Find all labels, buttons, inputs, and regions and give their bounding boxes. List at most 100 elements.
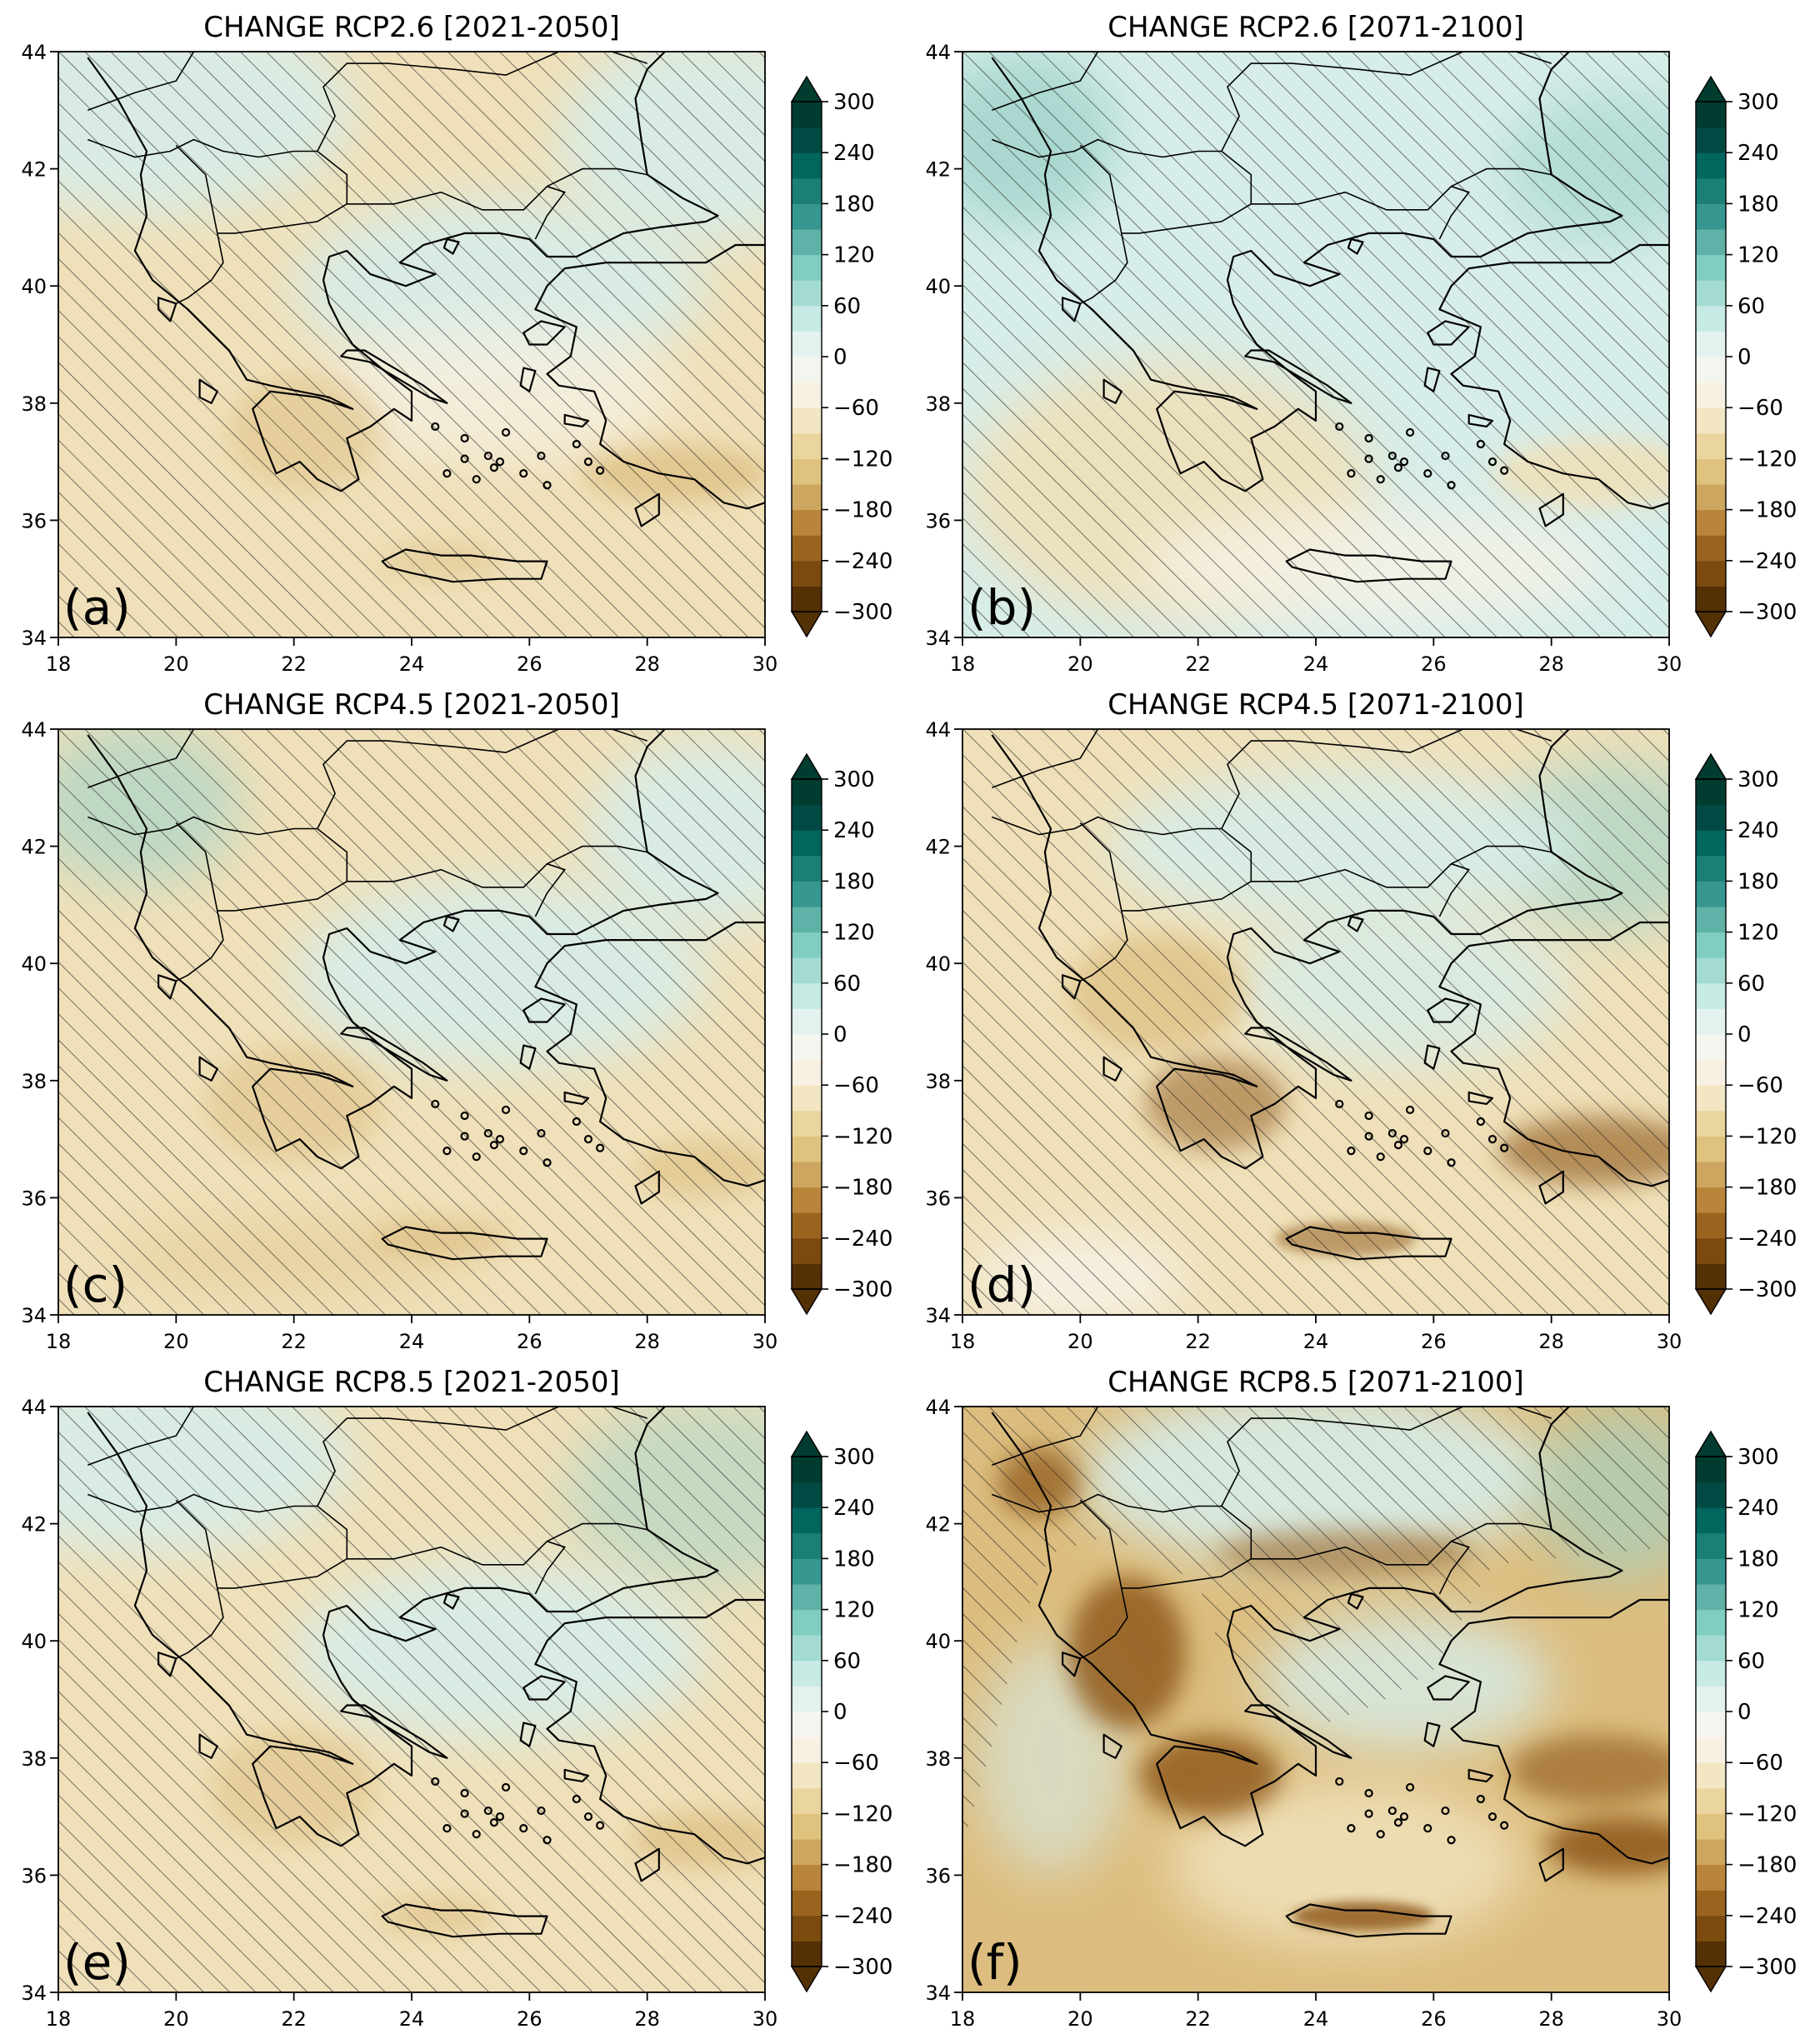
coastlines	[991, 52, 1669, 583]
y-tick-label: 38	[925, 392, 951, 416]
colorbar-segment	[1696, 932, 1726, 958]
colorbar-segment	[792, 560, 822, 587]
colorbar-tick-label: −240	[833, 1227, 892, 1252]
coastlines	[87, 52, 765, 583]
colorbar-segment	[792, 1059, 822, 1086]
colorbar-tick-label: 300	[833, 767, 875, 792]
colorbar-segment	[792, 1787, 822, 1814]
colorbar-tick-label: 180	[1738, 869, 1779, 894]
colorbar-segment	[792, 1584, 822, 1611]
colorbar-extend-max	[790, 75, 823, 102]
panel-e: CHANGE RCP8.5 [2021-2050] (e) 18 20 22 24 26 28…	[21, 1366, 892, 2031]
colorbar-tick-label: 240	[1738, 141, 1779, 166]
field-patch	[1068, 1576, 1187, 1729]
x-tick-label: 22	[1185, 2007, 1211, 2031]
x-tick-label: 22	[281, 2007, 307, 2031]
y-tick-label: 38	[21, 1070, 47, 1093]
coastlines	[991, 729, 1669, 1261]
panel-letter: (e)	[63, 1934, 131, 1991]
colorbar-segment	[792, 152, 822, 179]
panel-letter: (a)	[63, 579, 131, 636]
y-tick-label: 40	[925, 275, 951, 298]
colorbar-segment	[792, 1212, 822, 1239]
colorbar-segment	[792, 432, 822, 459]
country-borders	[992, 52, 1552, 305]
colorbar-segment	[792, 881, 822, 907]
country-borders	[992, 729, 1552, 982]
x-tick-label: 26	[517, 652, 542, 676]
colorbar-segment	[1696, 407, 1726, 434]
colorbar-tick-label: −60	[1738, 1073, 1783, 1098]
colorbar-tick-label: 120	[833, 921, 875, 946]
y-tick-label: 34	[925, 627, 951, 650]
colorbar-segment	[792, 1762, 822, 1789]
colorbar-tick-label: −120	[833, 1802, 892, 1827]
colorbar-tick-label: −180	[1738, 498, 1797, 523]
x-tick-label: 22	[1185, 1330, 1211, 1353]
x-tick-label: 18	[46, 652, 72, 676]
significance-hatching	[58, 1407, 765, 1992]
colorbar-tick-label: 120	[833, 1598, 875, 1623]
colorbar-segment	[792, 1034, 822, 1061]
colorbar-tick-label: −180	[1738, 1176, 1797, 1201]
colorbar-segment	[1696, 1635, 1726, 1662]
colorbar-tick-label: −240	[1738, 1904, 1797, 1929]
colorbar-extend-max	[790, 1430, 823, 1457]
colorbar-tick-label: 60	[833, 1649, 861, 1674]
y-tick-label: 40	[925, 1630, 951, 1653]
colorbar-segment	[1696, 331, 1726, 357]
colorbar-segment	[792, 1737, 822, 1763]
x-tick-label: 28	[634, 652, 660, 676]
y-tick-label: 36	[21, 1864, 47, 1887]
colorbar-tick-label: 180	[833, 869, 875, 894]
x-tick-label: 26	[517, 1330, 542, 1353]
y-tick-label: 38	[21, 392, 47, 416]
coastlines	[991, 1407, 1669, 1938]
colorbar-segment	[1696, 1558, 1726, 1585]
colorbar-tick-label: 240	[833, 1496, 875, 1521]
y-tick-label: 42	[21, 1513, 47, 1537]
colorbar-segment	[1696, 382, 1726, 408]
colorbar-extend-min	[790, 1288, 823, 1316]
colorbar-segment	[792, 305, 822, 332]
y-tick-label: 36	[21, 509, 47, 532]
colorbar-tick-label: 240	[833, 141, 875, 166]
colorbar-segment	[1696, 484, 1726, 511]
colorbar-segment	[792, 177, 822, 204]
panel-title: CHANGE RCP4.5 [2021-2050]	[203, 688, 620, 722]
y-tick-label: 34	[21, 1304, 47, 1327]
colorbar-segment	[792, 509, 822, 536]
x-tick-label: 24	[399, 2007, 425, 2031]
colorbar-tick-label: 60	[833, 294, 861, 319]
x-tick-label: 26	[1421, 1330, 1447, 1353]
colorbar-segment	[1696, 1762, 1726, 1789]
coastlines	[87, 729, 765, 1261]
map-area-b	[962, 52, 1669, 637]
panel-letter: (f)	[968, 1934, 1022, 1991]
y-tick-label: 38	[925, 1747, 951, 1771]
colorbar-tick-label: −120	[1738, 1124, 1797, 1149]
y-tick-label: 42	[925, 158, 951, 182]
colorbar: 300 240 180 120 60 0 −60 −120 −180 −240 −300	[790, 752, 892, 1316]
significance-hatching	[58, 729, 765, 1315]
y-tick-label: 44	[925, 718, 951, 742]
panel-b: CHANGE RCP2.6 [2071-2100] (b) 18 20 22 24 26 28…	[925, 11, 1797, 676]
colorbar-segment	[792, 779, 822, 806]
colorbar-segment	[792, 957, 822, 984]
colorbar-tick-label: −180	[1738, 1853, 1797, 1878]
colorbar-segment	[792, 229, 822, 256]
colorbar-segment	[792, 1609, 822, 1636]
colorbar-tick-label: 180	[1738, 192, 1779, 217]
panel-a: CHANGE RCP2.6 [2021-2050] (a) 18 20 22 24 26 28…	[21, 11, 892, 676]
colorbar-segment	[792, 1864, 822, 1891]
colorbar-segment	[1696, 152, 1726, 179]
colorbar-tick-label: −300	[833, 1955, 892, 1980]
significance-hatching	[58, 52, 765, 637]
colorbar-segment	[792, 1008, 822, 1035]
colorbar-tick-label: −120	[833, 447, 892, 472]
map-area-e	[58, 1407, 765, 1992]
colorbar: 300 240 180 120 60 0 −60 −120 −180 −240 −300	[1694, 752, 1797, 1316]
colorbar-segment	[792, 535, 822, 562]
colorbar-segment	[792, 382, 822, 408]
